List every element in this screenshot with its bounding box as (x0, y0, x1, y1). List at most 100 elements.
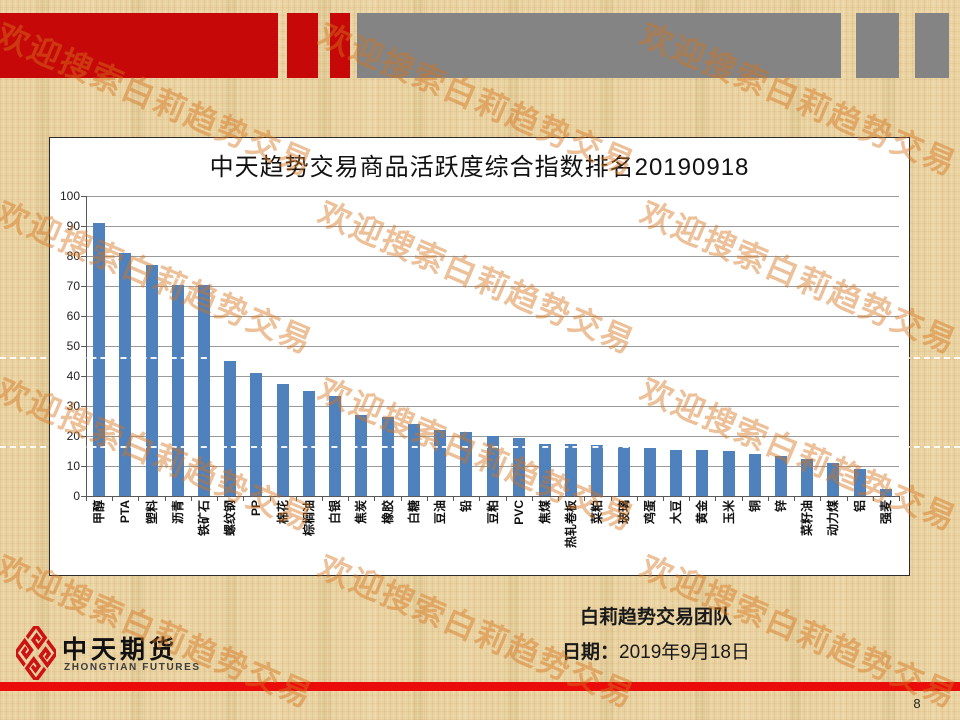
x-axis-tick (348, 496, 350, 501)
bar (801, 458, 814, 496)
bar (276, 383, 289, 496)
x-axis-tick (531, 496, 533, 501)
x-axis-tick (86, 496, 87, 501)
bar (171, 284, 184, 496)
y-axis-tick (81, 256, 86, 257)
x-axis-tick (322, 496, 324, 501)
y-tick-label: 30 (66, 399, 80, 413)
y-axis-tick (81, 466, 86, 467)
bar (879, 488, 892, 496)
dashed-guide-bottom (0, 446, 960, 448)
bar (748, 454, 761, 496)
gridline (86, 196, 899, 197)
bar (617, 446, 630, 496)
gridline (86, 346, 899, 347)
x-axis-tick (794, 496, 796, 501)
logo-company-name: 中天期货 (62, 636, 179, 664)
category-label: 白糖 (406, 500, 421, 525)
gridline (86, 226, 899, 227)
x-axis-tick (872, 496, 874, 501)
category-label: PTA (118, 500, 133, 524)
plot-area: 0 10 20 30 40 50 60 70 80 90 100 甲醇 PTA 塑料 沥青 铁矿石 螺纹钢 PP 棉… (60, 189, 900, 548)
y-axis-tick (81, 196, 86, 197)
banner-block-red-large (0, 13, 278, 78)
y-axis-tick (81, 346, 86, 347)
x-axis-tick (505, 496, 507, 501)
x-axis-tick (243, 496, 245, 501)
category-label: 玻璃 (616, 500, 631, 525)
category-label: 甲醇 (92, 500, 107, 525)
bar (565, 443, 578, 496)
y-axis-tick (81, 316, 86, 317)
category-label: PVC (511, 500, 526, 525)
bar (774, 455, 787, 496)
y-tick-label: 40 (66, 369, 80, 383)
bar (722, 451, 735, 496)
x-axis-tick (269, 496, 271, 501)
x-axis-tick (636, 496, 638, 501)
category-label: 铝 (852, 500, 867, 513)
gridline (86, 256, 899, 257)
x-axis-tick (374, 496, 376, 501)
banner-block-gray-large (357, 13, 841, 78)
bar (224, 361, 237, 496)
footer-text: 白莉趋势交易团队 日期：2019年9月18日 (480, 606, 832, 665)
x-axis-tick (584, 496, 586, 501)
bottom-red-bar (0, 682, 960, 691)
x-axis-tick (689, 496, 691, 501)
y-tick-label: 60 (66, 309, 80, 323)
banner-block-red-small1 (287, 13, 318, 78)
dashed-guide-top (0, 357, 960, 359)
category-label: 玉米 (721, 500, 736, 525)
banner-block-red-small2 (330, 13, 350, 78)
x-axis-tick (138, 496, 140, 501)
x-axis-line (86, 496, 899, 497)
gridline (86, 286, 899, 287)
date-label: 日期： (562, 642, 620, 663)
y-axis-tick (81, 286, 86, 287)
banner-block-gray-small1 (856, 13, 899, 78)
x-axis-tick (610, 496, 612, 501)
x-axis-tick (400, 496, 402, 501)
category-label: 橡胶 (380, 500, 395, 525)
x-axis-tick (715, 496, 717, 501)
x-axis-tick (295, 496, 297, 501)
bar (198, 284, 211, 496)
banner-block-gray-small2 (915, 13, 949, 78)
category-label: 铁矿石 (197, 500, 212, 537)
category-label: 沥青 (170, 500, 185, 525)
x-axis-tick (190, 496, 192, 501)
x-axis-tick (479, 496, 481, 501)
bar (434, 430, 447, 496)
bar (827, 463, 840, 496)
y-tick-label: 0 (73, 489, 80, 503)
gridline (86, 316, 899, 317)
x-axis-tick (217, 496, 219, 501)
y-axis-tick (81, 226, 86, 227)
category-label: 棕榈油 (301, 500, 316, 537)
category-label: 白银 (328, 500, 343, 525)
bar (696, 449, 709, 496)
category-label: 焦炭 (354, 500, 369, 525)
bar (250, 373, 263, 496)
y-axis-tick (81, 496, 86, 497)
y-tick-label: 100 (59, 189, 80, 203)
x-axis-tick (164, 496, 166, 501)
category-label: 锌 (773, 500, 788, 513)
bar (355, 415, 368, 496)
bar (853, 469, 866, 496)
x-axis-tick (741, 496, 743, 501)
category-label: 热轧卷板 (564, 500, 579, 549)
category-label: 强麦 (878, 500, 893, 525)
category-label: 菜籽油 (800, 500, 815, 537)
bar (381, 416, 394, 496)
category-label: 焦煤 (537, 500, 552, 525)
bar (302, 391, 315, 496)
category-label: 鸡蛋 (642, 500, 657, 525)
y-axis-tick (81, 406, 86, 407)
category-label: 黄金 (695, 500, 710, 525)
bar (119, 253, 132, 496)
x-axis-tick (453, 496, 455, 501)
bar (538, 443, 551, 496)
x-axis-tick (662, 496, 664, 501)
